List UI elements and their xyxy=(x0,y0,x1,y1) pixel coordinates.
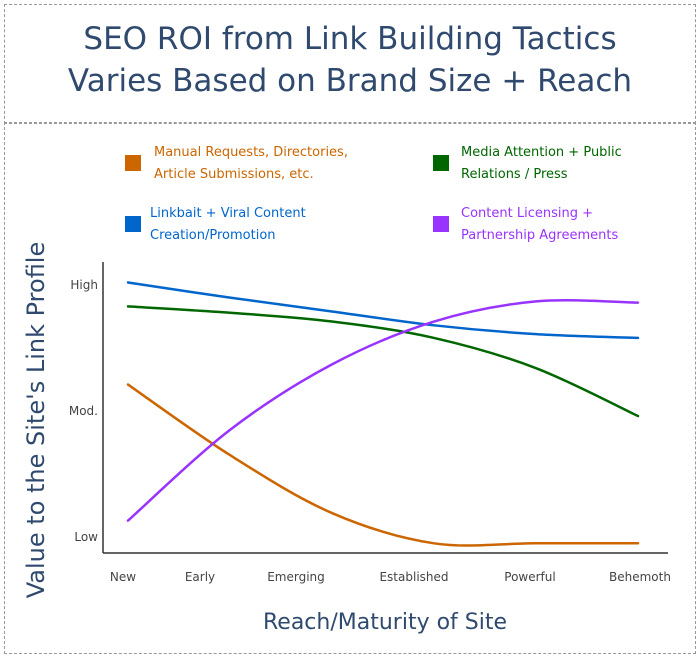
series-line-2 xyxy=(126,281,640,340)
legend-label-licensing: Content Licensing + Partnership Agreemen… xyxy=(461,203,618,247)
x-tick-label: Powerful xyxy=(504,570,555,584)
x-tick-label: Emerging xyxy=(267,570,325,584)
legend-text: Partnership Agreements xyxy=(461,228,619,243)
title-line-2: Varies Based on Brand Size + Reach xyxy=(67,63,633,99)
x-tick-label: Behemoth xyxy=(609,570,671,584)
series-line-3 xyxy=(126,298,640,522)
y-tick-label: High xyxy=(70,278,98,292)
title-frame xyxy=(4,4,696,124)
title-line-1: SEO ROI from Link Building Tactics xyxy=(83,21,617,57)
y-tick-label: Mod. xyxy=(69,404,98,418)
legend-swatch-manual xyxy=(125,155,141,171)
x-tick-label: Early xyxy=(185,570,215,584)
legend-label-media: Media Attention + Public Relations / Pre… xyxy=(461,142,622,186)
x-axis-label: Reach/Maturity of Site xyxy=(262,610,508,635)
y-tick-label: Low xyxy=(74,530,98,544)
legend-label-linkbait: Linkbait + Viral Content Creation/Promot… xyxy=(150,203,306,247)
series-line-0 xyxy=(126,383,640,547)
legend-swatch-licensing xyxy=(433,216,449,232)
x-tick-label: Established xyxy=(379,570,448,584)
legend-text: Manual Requests, Directories, xyxy=(154,145,348,160)
legend-text: Article Submissions, etc. xyxy=(154,167,314,182)
legend-swatch-media xyxy=(433,155,449,171)
chart-frame xyxy=(4,122,696,654)
legend-text: Relations / Press xyxy=(461,167,568,182)
series-line-1 xyxy=(126,305,640,418)
legend-text: Creation/Promotion xyxy=(150,228,276,243)
legend-swatch-linkbait xyxy=(125,216,141,232)
legend-text: Content Licensing + xyxy=(461,206,593,221)
legend-text: Linkbait + Viral Content xyxy=(150,206,306,221)
legend-text: Media Attention + Public xyxy=(461,145,622,160)
chart-title: SEO ROI from Link Building Tactics Varie… xyxy=(0,18,700,102)
legend-label-manual: Manual Requests, Directories, Article Su… xyxy=(154,142,348,186)
x-tick-label: New xyxy=(110,570,136,584)
